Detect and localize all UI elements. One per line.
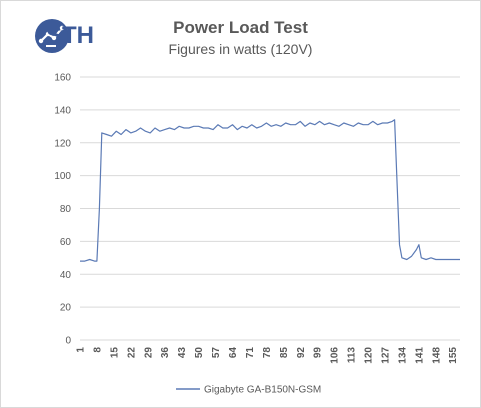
- x-tick-label: 71: [245, 347, 256, 359]
- x-tick-label: 141: [414, 347, 425, 364]
- legend-label: Gigabyte GA-B150N-GSM: [204, 385, 321, 396]
- y-tick-label: 140: [54, 105, 71, 116]
- x-tick-label: 134: [397, 347, 408, 364]
- y-tick-label: 40: [60, 270, 72, 281]
- x-tick-label: 99: [313, 347, 324, 359]
- series-line: [80, 119, 460, 262]
- y-tick-label: 160: [54, 73, 71, 84]
- chart-subtitle: Figures in watts (120V): [168, 41, 313, 57]
- x-tick-label: 15: [109, 347, 120, 359]
- x-tick-label: 1: [76, 347, 87, 353]
- y-tick-label: 60: [60, 237, 72, 248]
- y-tick-label: 120: [54, 138, 71, 149]
- x-tick-label: 29: [143, 347, 154, 359]
- x-tick-label: 113: [347, 347, 358, 364]
- x-tick-label: 57: [211, 347, 222, 359]
- y-tick-label: 80: [60, 204, 72, 215]
- chart-title: Power Load Test: [173, 18, 308, 37]
- x-tick-label: 92: [296, 347, 307, 359]
- x-tick-label: 127: [380, 347, 391, 364]
- gridlines: [80, 76, 460, 341]
- x-tick-label: 106: [330, 347, 341, 364]
- series-lines: [80, 119, 460, 262]
- x-tick-label: 155: [448, 347, 459, 364]
- x-tick-label: 50: [194, 347, 205, 359]
- x-tick-label: 8: [92, 347, 103, 353]
- sth-logo-icon: [35, 19, 69, 53]
- x-tick-label: 43: [177, 347, 188, 359]
- legend: Gigabyte GA-B150N-GSM: [176, 385, 321, 396]
- x-axis-ticks: 1 8 15 22 29 36 43 50 57 64 71 78 85 92 99 106 113 120 127…: [76, 347, 460, 364]
- x-tick-label: 64: [228, 347, 239, 359]
- x-tick-label: 78: [262, 347, 273, 359]
- x-tick-label: 22: [126, 347, 137, 359]
- x-tick-label: 85: [279, 347, 290, 359]
- x-tick-label: 148: [431, 347, 442, 364]
- y-tick-label: 0: [65, 336, 71, 347]
- y-tick-label: 20: [60, 303, 72, 314]
- x-tick-label: 120: [364, 347, 375, 364]
- y-axis-ticks: 0 20 40 60 80 100 120 140 160: [54, 73, 71, 347]
- x-tick-label: 36: [160, 347, 171, 359]
- logo-text: STH: [46, 22, 94, 49]
- y-tick-label: 100: [54, 171, 71, 182]
